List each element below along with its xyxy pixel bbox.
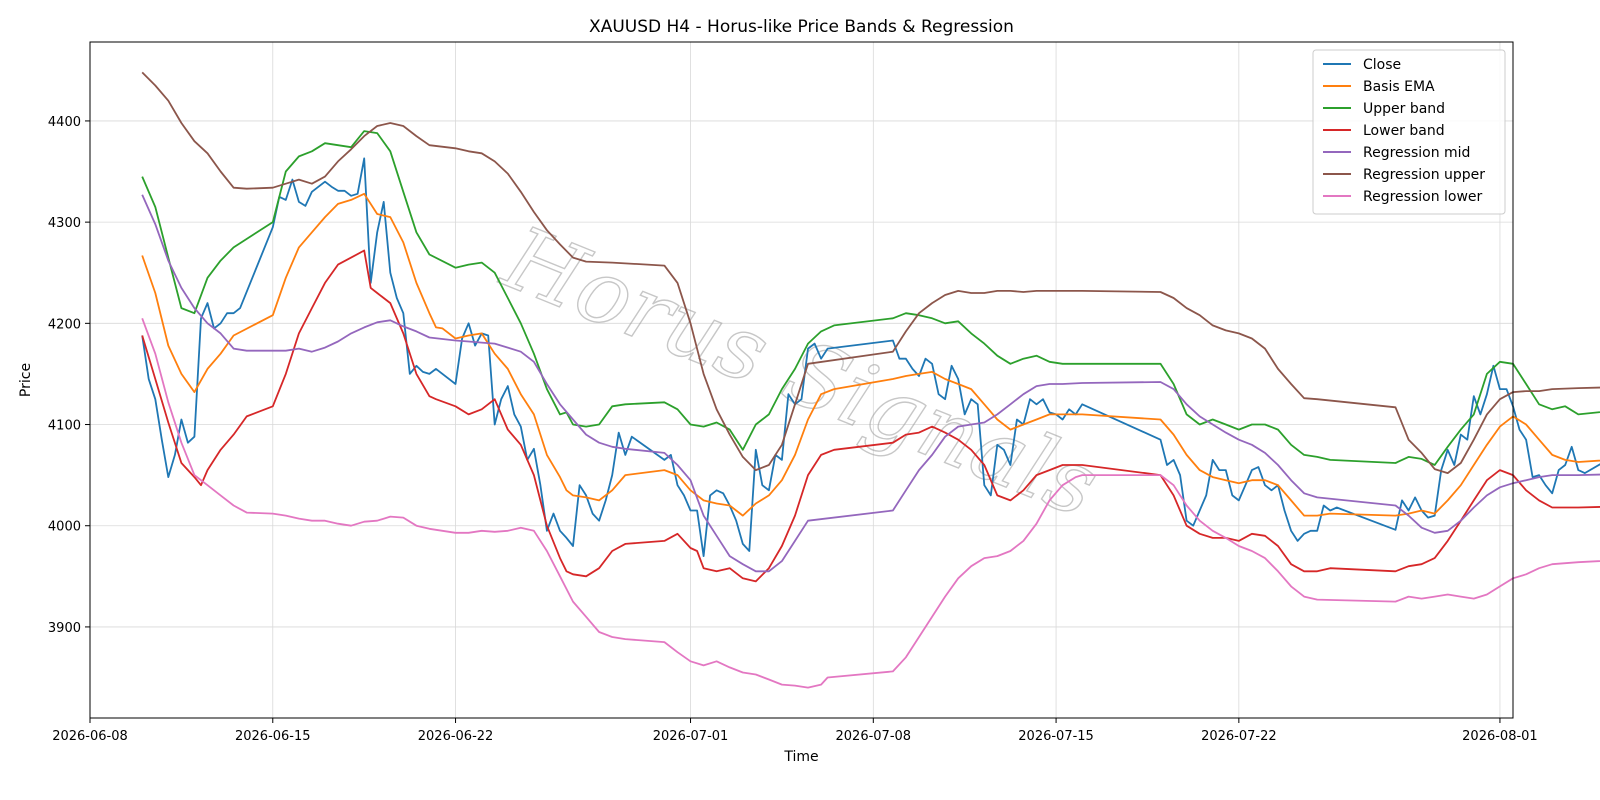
y-tick-label: 4300: [48, 216, 81, 231]
x-tick-label: 2026-06-08: [52, 729, 128, 744]
x-axis: 2026-06-08 2026-06-15 2026-06-22 2026-07-01…: [52, 718, 1538, 744]
x-tick-label: 2026-06-22: [418, 729, 494, 744]
x-tick-label: 2026-08-01: [1462, 729, 1538, 744]
series-lines: [141, 71, 1600, 689]
y-axis: 3900 4000 4100 4200 4300 4400: [48, 115, 90, 636]
series-line-regression-upper: [141, 71, 1600, 474]
legend-label: Regression upper: [1363, 167, 1485, 183]
x-tick-label: 2026-06-15: [235, 729, 311, 744]
x-tick-label: 2026-07-22: [1201, 729, 1277, 744]
legend-label: Basis EMA: [1363, 79, 1435, 95]
legend-box: [1312, 49, 1506, 215]
y-tick-label: 4400: [48, 115, 81, 130]
x-tick-label: 2026-07-15: [1018, 729, 1094, 744]
series-line-basis-ema: [141, 192, 1600, 517]
legend-label: Close: [1363, 57, 1401, 73]
x-tick-label: 2026-07-01: [653, 729, 729, 744]
series-line-upper-band: [141, 130, 1600, 466]
y-tick-label: 3900: [48, 621, 81, 636]
y-tick-label: 4000: [48, 520, 81, 535]
legend-label: Regression mid: [1363, 145, 1470, 161]
legend: Close Basis EMA Upper band Lower band Regres…: [1312, 49, 1506, 215]
series-line-close: [141, 157, 1600, 557]
y-tick-label: 4100: [48, 419, 81, 434]
series-line-regression-lower: [141, 317, 1600, 689]
y-tick-label: 4200: [48, 317, 81, 332]
plot-frame: [89, 41, 1514, 719]
x-tick-label: 2026-07-08: [836, 729, 912, 744]
series-line-lower-band: [141, 249, 1600, 583]
legend-label: Upper band: [1363, 101, 1445, 117]
series-line-regression-mid: [141, 194, 1600, 573]
y-axis-label: Price: [18, 363, 34, 397]
legend-label: Lower band: [1363, 123, 1445, 139]
x-axis-label: Time: [783, 749, 818, 765]
chart-title: XAUUSD H4 - Horus-like Price Bands & Reg…: [589, 17, 1014, 37]
legend-label: Regression lower: [1363, 189, 1483, 205]
